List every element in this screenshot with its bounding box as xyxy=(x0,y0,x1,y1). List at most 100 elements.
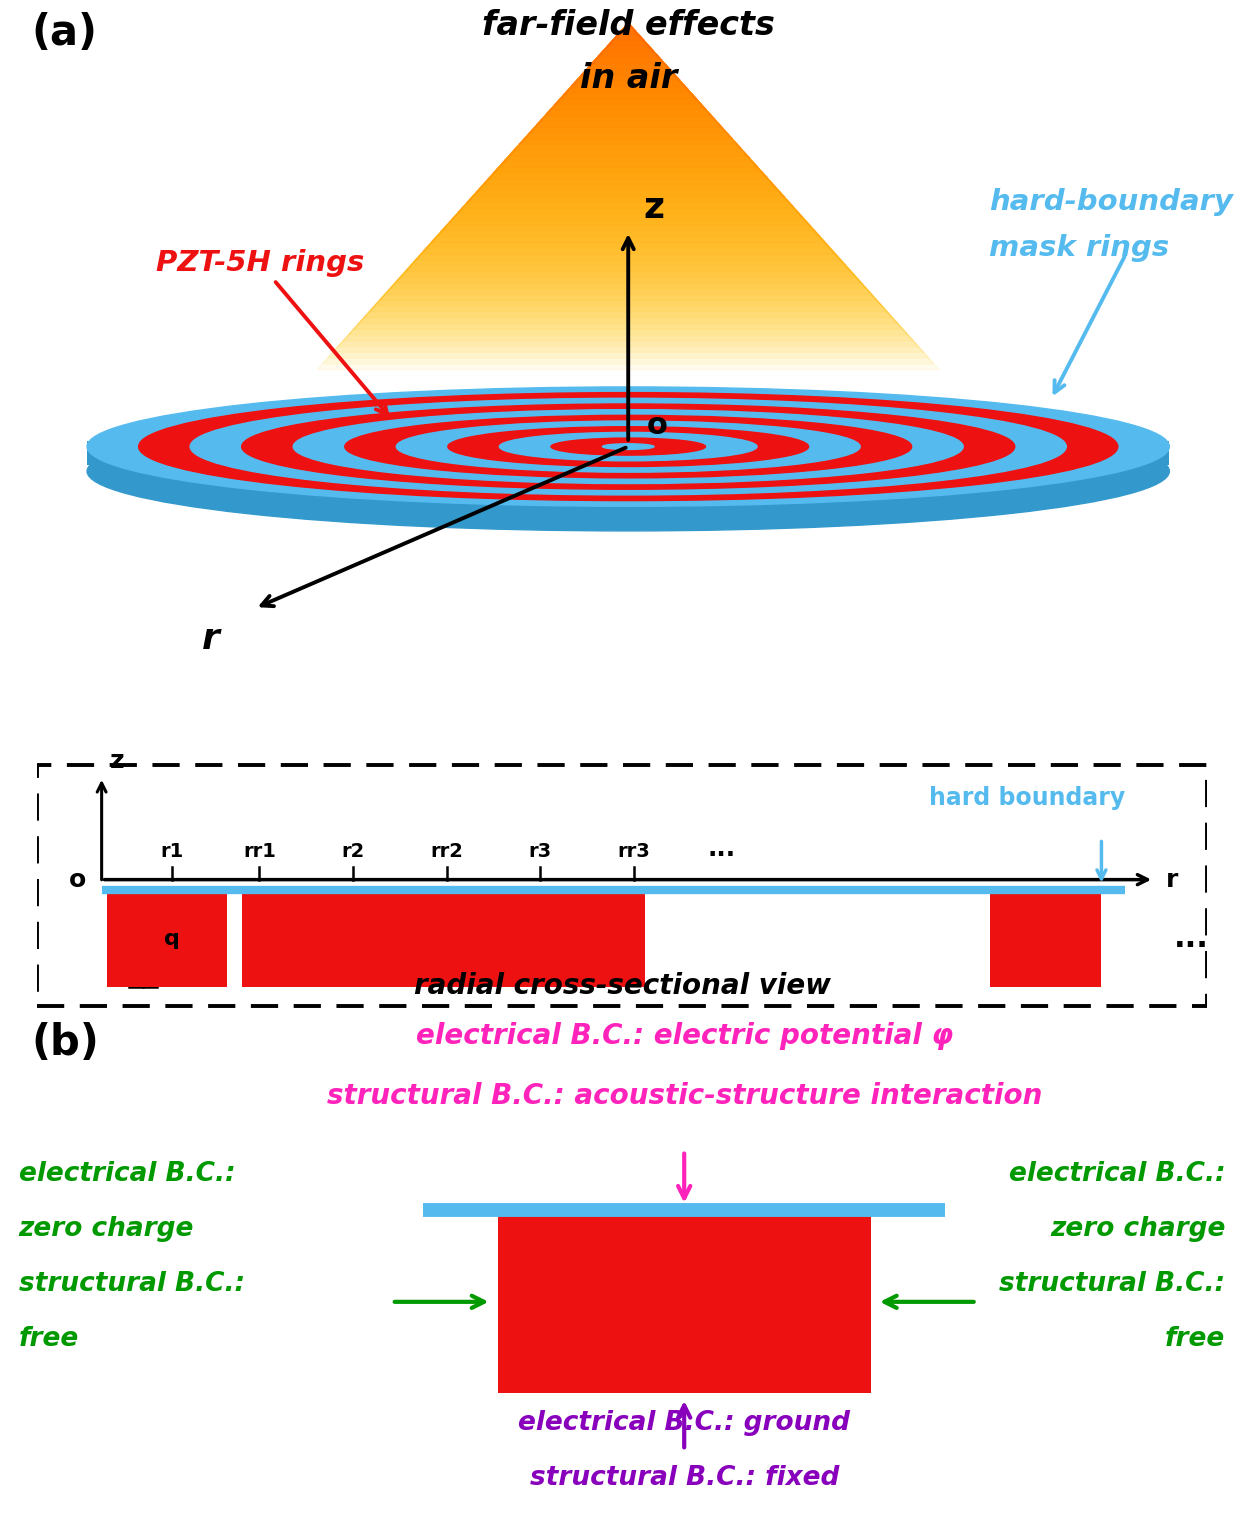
Text: o: o xyxy=(647,411,668,440)
Polygon shape xyxy=(525,23,731,139)
Text: q: q xyxy=(164,929,179,949)
Polygon shape xyxy=(468,23,789,202)
Polygon shape xyxy=(561,23,695,99)
Polygon shape xyxy=(478,23,779,191)
Polygon shape xyxy=(550,23,707,109)
Text: in air: in air xyxy=(580,62,677,94)
Ellipse shape xyxy=(138,393,1118,500)
Text: r1: r1 xyxy=(160,842,183,861)
Text: electrical B.C.:: electrical B.C.: xyxy=(19,1161,235,1187)
Polygon shape xyxy=(358,23,898,323)
Ellipse shape xyxy=(345,416,912,477)
Text: hard boundary: hard boundary xyxy=(928,785,1125,810)
Polygon shape xyxy=(618,23,638,35)
Polygon shape xyxy=(411,23,846,266)
Text: r3: r3 xyxy=(529,842,551,861)
Polygon shape xyxy=(374,23,882,306)
Ellipse shape xyxy=(294,410,963,484)
Polygon shape xyxy=(447,23,810,225)
Text: hard-boundary: hard-boundary xyxy=(989,188,1233,216)
Polygon shape xyxy=(384,23,872,294)
Text: zero charge: zero charge xyxy=(19,1217,194,1243)
Text: electrical B.C.: electric potential φ: electrical B.C.: electric potential φ xyxy=(415,1023,953,1050)
Polygon shape xyxy=(473,23,784,196)
Polygon shape xyxy=(483,23,774,185)
Text: rr1: rr1 xyxy=(243,842,276,861)
Bar xyxy=(498,1210,871,1394)
Bar xyxy=(990,890,1101,987)
Polygon shape xyxy=(514,23,743,151)
Text: electrical B.C.: ground: electrical B.C.: ground xyxy=(519,1411,850,1435)
Text: structural B.C.:: structural B.C.: xyxy=(999,1270,1225,1297)
Polygon shape xyxy=(499,23,758,168)
Polygon shape xyxy=(437,23,820,237)
Bar xyxy=(107,890,226,987)
Polygon shape xyxy=(530,23,726,132)
Polygon shape xyxy=(415,23,841,260)
Text: far-field effects: far-field effects xyxy=(481,9,775,42)
Polygon shape xyxy=(425,23,831,248)
Text: mask rings: mask rings xyxy=(989,234,1169,262)
Polygon shape xyxy=(322,23,934,363)
Polygon shape xyxy=(571,23,685,86)
Polygon shape xyxy=(545,23,712,115)
Text: radial cross-sectional view: radial cross-sectional view xyxy=(413,972,831,999)
Polygon shape xyxy=(348,23,908,336)
Polygon shape xyxy=(556,23,700,105)
Polygon shape xyxy=(401,23,856,277)
Text: z: z xyxy=(643,191,664,225)
Text: ...: ... xyxy=(708,836,735,861)
Polygon shape xyxy=(432,23,825,243)
Ellipse shape xyxy=(241,403,1015,490)
Polygon shape xyxy=(317,23,939,370)
Polygon shape xyxy=(420,23,836,254)
Polygon shape xyxy=(442,23,815,231)
Polygon shape xyxy=(338,23,918,347)
Polygon shape xyxy=(612,23,644,40)
Bar xyxy=(340,890,458,987)
Text: structural B.C.: acoustic-structure interaction: structural B.C.: acoustic-structure inte… xyxy=(326,1083,1042,1110)
Text: rr3: rr3 xyxy=(617,842,651,861)
Polygon shape xyxy=(369,23,887,311)
Bar xyxy=(241,890,361,987)
Text: free: free xyxy=(1166,1326,1225,1352)
Text: r2: r2 xyxy=(341,842,364,861)
Polygon shape xyxy=(343,23,913,340)
Polygon shape xyxy=(504,23,753,162)
Text: z: z xyxy=(109,748,124,773)
Text: PZT-5H rings: PZT-5H rings xyxy=(156,249,387,414)
Polygon shape xyxy=(463,23,794,208)
Text: (b): (b) xyxy=(31,1023,100,1064)
Polygon shape xyxy=(607,23,649,46)
Polygon shape xyxy=(582,23,674,75)
Ellipse shape xyxy=(87,411,1169,531)
Ellipse shape xyxy=(87,387,1169,507)
Text: ...: ... xyxy=(1174,924,1209,953)
Polygon shape xyxy=(458,23,799,214)
Polygon shape xyxy=(406,23,851,271)
Text: zero charge: zero charge xyxy=(1050,1217,1225,1243)
Polygon shape xyxy=(566,23,690,92)
Text: r: r xyxy=(203,622,220,656)
Text: structural B.C.: fixed: structural B.C.: fixed xyxy=(530,1465,838,1491)
Polygon shape xyxy=(540,23,717,122)
Text: free: free xyxy=(19,1326,78,1352)
Polygon shape xyxy=(623,23,633,29)
Polygon shape xyxy=(87,440,1169,465)
Ellipse shape xyxy=(602,444,654,450)
Polygon shape xyxy=(394,23,861,283)
Ellipse shape xyxy=(397,420,860,473)
Polygon shape xyxy=(452,23,805,219)
Text: electrical B.C.:: electrical B.C.: xyxy=(1009,1161,1225,1187)
Ellipse shape xyxy=(499,433,758,460)
Polygon shape xyxy=(327,23,929,357)
Polygon shape xyxy=(363,23,893,317)
Polygon shape xyxy=(332,23,923,353)
Polygon shape xyxy=(509,23,748,156)
Polygon shape xyxy=(353,23,903,330)
Polygon shape xyxy=(535,23,722,128)
Text: (a): (a) xyxy=(31,12,97,54)
Polygon shape xyxy=(597,23,659,57)
Polygon shape xyxy=(379,23,877,300)
Polygon shape xyxy=(488,23,768,179)
